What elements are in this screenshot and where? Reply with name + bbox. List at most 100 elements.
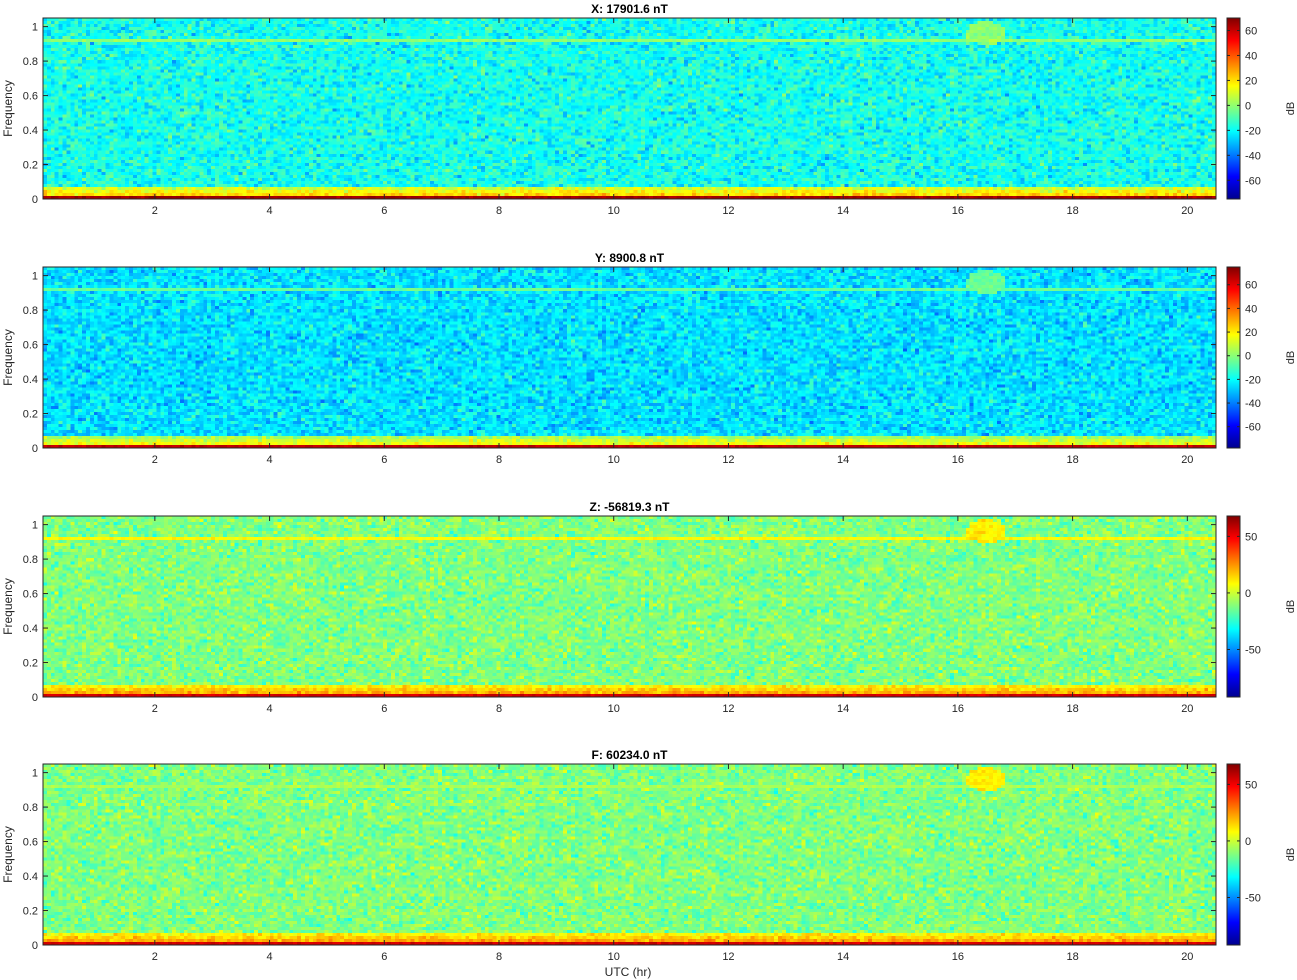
x-tick-label: 6 bbox=[381, 951, 387, 963]
x-tick-label: 12 bbox=[722, 703, 734, 715]
colorbar-label: dB bbox=[1285, 848, 1297, 861]
colorbar-tick-label: 40 bbox=[1245, 50, 1257, 62]
colorbar-tick-label: 40 bbox=[1245, 303, 1257, 315]
colorbar-tick-label: 20 bbox=[1245, 75, 1257, 87]
panel-title: X: 17901.6 nT bbox=[591, 2, 668, 16]
x-tick-label: 2 bbox=[152, 454, 158, 466]
colorbar-tick-label: -60 bbox=[1245, 175, 1261, 187]
x-tick-label: 8 bbox=[496, 454, 502, 466]
x-tick-label: 14 bbox=[837, 703, 849, 715]
colorbar-tick-label: -50 bbox=[1245, 892, 1261, 904]
axes-frame bbox=[42, 17, 1217, 200]
spectrogram-image bbox=[43, 267, 1216, 448]
colorbar-tick-label: -20 bbox=[1245, 125, 1261, 137]
y-tick-label: 0.2 bbox=[23, 160, 38, 172]
x-tick-label: 16 bbox=[952, 703, 964, 715]
y-tick-label: 1 bbox=[32, 768, 38, 780]
x-tick-label: 18 bbox=[1066, 951, 1078, 963]
colorbar bbox=[1226, 763, 1241, 946]
panel-title: Z: -56819.3 nT bbox=[589, 500, 670, 514]
y-tick-label: 0 bbox=[32, 443, 38, 455]
x-tick-label: 6 bbox=[381, 454, 387, 466]
y-axis-label: Frequency bbox=[1, 329, 15, 386]
x-tick-label: 12 bbox=[722, 205, 734, 217]
x-tick-label: 10 bbox=[608, 951, 620, 963]
colorbar-tick-label: 20 bbox=[1245, 327, 1257, 339]
colorbar-label: dB bbox=[1285, 351, 1297, 364]
x-tick-label: 20 bbox=[1181, 205, 1193, 217]
x-tick-label: 18 bbox=[1066, 703, 1078, 715]
y-tick-label: 0.4 bbox=[23, 125, 38, 137]
x-tick-label: 4 bbox=[267, 951, 273, 963]
x-tick-label: 12 bbox=[722, 454, 734, 466]
y-tick-label: 0.6 bbox=[23, 589, 38, 601]
x-tick-label: 14 bbox=[837, 205, 849, 217]
y-tick-label: 0.8 bbox=[23, 305, 38, 317]
y-tick-label: 0.6 bbox=[23, 340, 38, 352]
colorbar bbox=[1226, 17, 1241, 200]
x-tick-label: 16 bbox=[952, 951, 964, 963]
spectrogram-panel-1: 2 4 6 8 10 12 14 16 18 20 0 0.2 0.4 0.6 0.8 1 Y: 8900.8 … bbox=[1, 251, 1297, 466]
x-tick-label: 18 bbox=[1066, 205, 1078, 217]
y-tick-label: 1 bbox=[32, 22, 38, 34]
x-tick-label: 20 bbox=[1181, 703, 1193, 715]
x-tick-label: 10 bbox=[608, 454, 620, 466]
x-tick-label: 4 bbox=[267, 454, 273, 466]
spectrogram-panel-0: 2 4 6 8 10 12 14 16 18 20 0 0.2 0.4 0.6 0.8 1 X: 17901.6… bbox=[1, 2, 1297, 217]
x-tick-label: 6 bbox=[381, 703, 387, 715]
x-tick-label: 6 bbox=[381, 205, 387, 217]
colorbar-tick-label: 50 bbox=[1245, 779, 1257, 791]
x-tick-label: 8 bbox=[496, 205, 502, 217]
x-tick-label: 2 bbox=[152, 951, 158, 963]
axes-frame bbox=[42, 266, 1217, 449]
x-tick-label: 10 bbox=[608, 205, 620, 217]
x-tick-label: 4 bbox=[267, 703, 273, 715]
figure-x-axis-label: UTC (hr) bbox=[605, 965, 652, 979]
y-tick-label: 0.4 bbox=[23, 374, 38, 386]
spectrogram-panel-2: 2 4 6 8 10 12 14 16 18 20 0 0.2 0.4 0.6 0.8 1 Z: -56819.… bbox=[1, 500, 1297, 715]
panel-title: Y: 8900.8 nT bbox=[595, 251, 665, 265]
y-axis-label: Frequency bbox=[1, 578, 15, 635]
colorbar bbox=[1226, 515, 1241, 698]
colorbar-tick-label: 60 bbox=[1245, 280, 1257, 292]
x-tick-label: 8 bbox=[496, 703, 502, 715]
colorbar-tick-label: 60 bbox=[1245, 25, 1257, 37]
y-tick-label: 0.8 bbox=[23, 802, 38, 814]
x-tick-label: 16 bbox=[952, 454, 964, 466]
y-tick-label: 0.2 bbox=[23, 906, 38, 918]
y-tick-label: 0.4 bbox=[23, 871, 38, 883]
y-tick-label: 0.4 bbox=[23, 623, 38, 635]
y-tick-label: 0.2 bbox=[23, 409, 38, 421]
colorbar-tick-label: 0 bbox=[1245, 351, 1251, 363]
y-tick-label: 0 bbox=[32, 194, 38, 206]
x-tick-label: 10 bbox=[608, 703, 620, 715]
colorbar-label: dB bbox=[1285, 102, 1297, 115]
colorbar-tick-label: -40 bbox=[1245, 150, 1261, 162]
y-tick-label: 0.2 bbox=[23, 658, 38, 670]
colorbar-tick-label: -60 bbox=[1245, 422, 1261, 434]
y-tick-label: 0.6 bbox=[23, 837, 38, 849]
x-tick-label: 20 bbox=[1181, 454, 1193, 466]
colorbar-tick-label: -50 bbox=[1245, 644, 1261, 656]
colorbar-tick-label: -40 bbox=[1245, 398, 1261, 410]
spectrogram-image bbox=[43, 516, 1216, 697]
colorbar-tick-label: 50 bbox=[1245, 531, 1257, 543]
y-tick-label: 1 bbox=[32, 271, 38, 283]
x-tick-label: 18 bbox=[1066, 454, 1078, 466]
y-tick-label: 1 bbox=[32, 520, 38, 532]
colorbar-tick-label: 0 bbox=[1245, 588, 1251, 600]
axes-frame bbox=[42, 515, 1217, 698]
x-tick-label: 14 bbox=[837, 454, 849, 466]
x-tick-label: 4 bbox=[267, 205, 273, 217]
x-tick-label: 2 bbox=[152, 205, 158, 217]
x-tick-label: 20 bbox=[1181, 951, 1193, 963]
colorbar-tick-label: 0 bbox=[1245, 100, 1251, 112]
y-tick-label: 0.6 bbox=[23, 91, 38, 103]
y-tick-label: 0 bbox=[32, 692, 38, 704]
y-tick-label: 0.8 bbox=[23, 554, 38, 566]
x-tick-label: 2 bbox=[152, 703, 158, 715]
colorbar-tick-label: 0 bbox=[1245, 836, 1251, 848]
axes-frame bbox=[42, 763, 1217, 946]
x-tick-label: 8 bbox=[496, 951, 502, 963]
